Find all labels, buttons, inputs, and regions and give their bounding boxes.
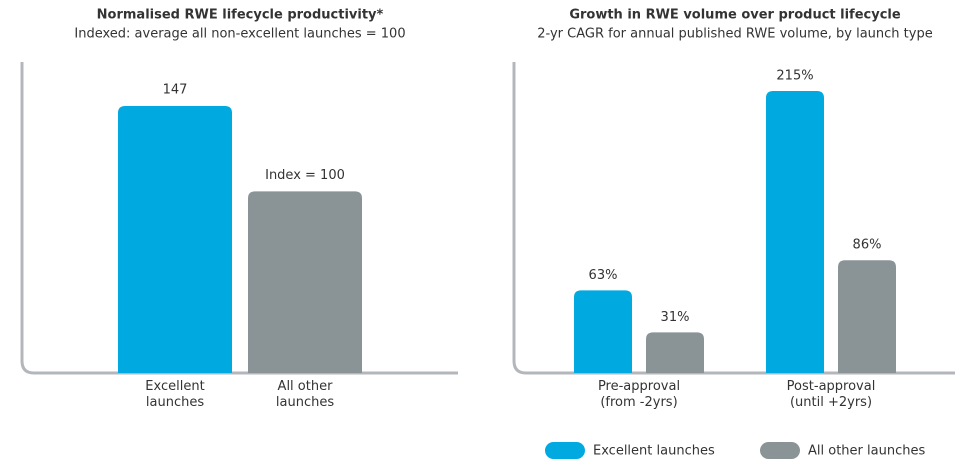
x-tick-label: Post-approval (until +2yrs) [786, 379, 876, 410]
axis [20, 62, 458, 375]
legend-swatch [545, 442, 585, 459]
legend-label: All other launches [808, 444, 925, 459]
value-label: 215% [776, 69, 813, 84]
value-label: 147 [163, 83, 188, 98]
value-label: 63% [589, 268, 618, 283]
value-label: 86% [853, 238, 882, 253]
bar [574, 290, 632, 373]
chart-title: Normalised RWE lifecycle productivity* [97, 8, 384, 23]
value-label: 31% [661, 310, 690, 325]
axis [512, 62, 955, 375]
legend-swatch [760, 442, 800, 459]
bar [766, 91, 824, 373]
bar [118, 106, 232, 373]
chart-subtitle: Indexed: average all non-excellent launc… [74, 27, 405, 42]
x-tick-label: All other launches [275, 379, 335, 410]
legend-label: Excellent launches [593, 444, 715, 459]
bar [248, 191, 362, 373]
x-tick-label: Pre-approval (from -2yrs) [597, 379, 681, 410]
bar [838, 260, 896, 373]
x-tick-label: Excellent launches [145, 379, 205, 410]
bar [646, 332, 704, 373]
chart-title: Growth in RWE volume over product lifecy… [569, 8, 901, 23]
chart-subtitle: 2-yr CAGR for annual published RWE volum… [537, 27, 932, 42]
value-label: Index = 100 [265, 168, 345, 183]
